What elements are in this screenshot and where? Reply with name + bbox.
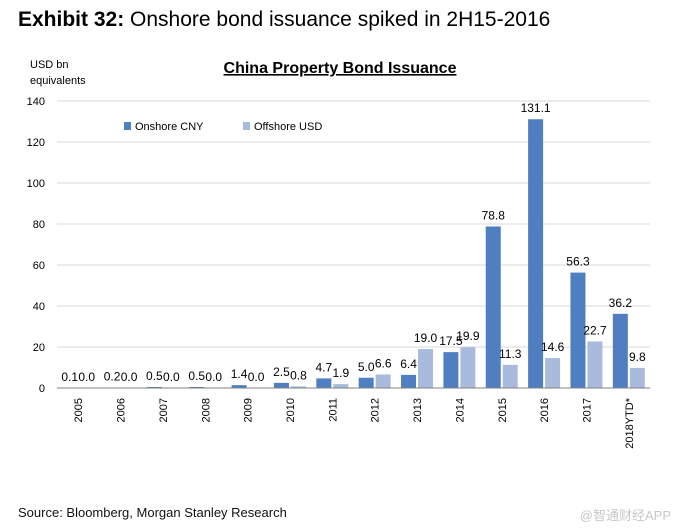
label-onshore-2015: 78.8 bbox=[482, 208, 506, 222]
x-tick-label: 2009 bbox=[243, 398, 255, 422]
bar-offshore-2014 bbox=[460, 347, 476, 388]
y-tick-label: 0 bbox=[39, 383, 45, 395]
label-offshore-2005: 0.0 bbox=[78, 370, 95, 384]
x-tick-label: 2014 bbox=[454, 398, 466, 422]
x-axis-ticks: 2005 2006 2007 2008 2009 2010 2011 2012 2013 2014… bbox=[73, 397, 636, 448]
x-tick-label: 2011 bbox=[327, 398, 339, 422]
x-tick-label: 2008 bbox=[200, 398, 212, 422]
bar-offshore-2011 bbox=[333, 384, 349, 388]
y-tick-label: 140 bbox=[27, 96, 45, 108]
x-tick-label: 2013 bbox=[412, 398, 424, 422]
label-onshore-2016: 131.1 bbox=[521, 101, 551, 115]
watermark: @智通财经APP bbox=[579, 508, 671, 523]
bar-chart: China Property Bond Issuance USD bn equi… bbox=[27, 59, 650, 449]
y-tick-label: 100 bbox=[27, 178, 45, 190]
label-onshore-2017: 56.3 bbox=[566, 255, 590, 269]
gridlines bbox=[57, 100, 650, 348]
y-axis-label-line1: USD bn bbox=[30, 59, 69, 71]
y-tick-label: 120 bbox=[27, 137, 45, 149]
x-tick-label: 2018YTD* bbox=[624, 397, 636, 448]
label-onshore-2010: 2.5 bbox=[273, 365, 290, 379]
source-note: Source: Bloomberg, Morgan Stanley Resear… bbox=[18, 505, 287, 520]
x-tick-label: 2016 bbox=[539, 398, 551, 422]
label-offshore-2006: 0.0 bbox=[121, 370, 138, 384]
bar-offshore-2013 bbox=[418, 349, 434, 388]
label-offshore-2015: 11.3 bbox=[499, 347, 522, 361]
label-offshore-2014: 19.9 bbox=[456, 329, 480, 343]
legend-label: Offshore USD bbox=[254, 121, 322, 133]
x-tick-label: 2010 bbox=[285, 398, 297, 422]
bar-onshore-2007 bbox=[146, 386, 162, 388]
label-onshore-2007: 0.5 bbox=[146, 369, 163, 383]
x-tick-label: 2006 bbox=[116, 398, 128, 422]
label-onshore-2014: 17.5 bbox=[439, 334, 463, 348]
bar-onshore-2008 bbox=[189, 386, 205, 388]
label-onshore-2011: 4.7 bbox=[315, 360, 332, 374]
bar-onshore-2013 bbox=[401, 374, 417, 388]
label-onshore-2006: 0.2 bbox=[104, 370, 121, 384]
label-onshore-2008: 0.5 bbox=[188, 369, 205, 383]
bar-onshore-2018YTD bbox=[612, 313, 628, 388]
label-offshore-2010: 0.8 bbox=[290, 368, 307, 382]
label-offshore-2017: 22.7 bbox=[583, 323, 607, 337]
label-onshore-2018YTD: 36.2 bbox=[609, 296, 633, 310]
x-tick-label: 2015 bbox=[497, 398, 509, 422]
label-offshore-2013: 19.0 bbox=[414, 331, 438, 345]
chart-title: China Property Bond Issuance bbox=[224, 60, 457, 77]
data-labels: 0.1 0.0 0.2 0.0 0.5 0.0 0.5 0.0 1.4 0.0 2.5 0.84.7 1… bbox=[61, 101, 646, 384]
y-tick-label: 40 bbox=[33, 301, 45, 313]
bar-onshore-2011 bbox=[316, 378, 332, 388]
label-onshore-2013: 6.4 bbox=[400, 357, 417, 371]
bar-offshore-2012 bbox=[375, 374, 391, 388]
label-offshore-2011: 1.9 bbox=[332, 366, 349, 380]
legend-swatch bbox=[124, 122, 131, 130]
bar-offshore-2015 bbox=[502, 364, 518, 388]
label-offshore-2012: 6.6 bbox=[375, 356, 392, 370]
legend-swatch bbox=[243, 122, 250, 130]
exhibit-headline: Onshore bond issuance spiked in 2H15-201… bbox=[130, 8, 551, 31]
label-offshore-2009: 0.0 bbox=[248, 370, 265, 384]
label-onshore-2012: 5.0 bbox=[358, 360, 375, 374]
bar-offshore-2016 bbox=[545, 358, 561, 388]
x-tick-label: 2017 bbox=[581, 398, 593, 422]
bar-onshore-2009 bbox=[231, 385, 247, 388]
bar-offshore-2017 bbox=[587, 341, 603, 388]
label-offshore-2016: 14.6 bbox=[541, 340, 565, 354]
bar-onshore-2015 bbox=[485, 226, 501, 388]
y-axis-ticks: 0 20 40 60 80 100 120 140 bbox=[27, 96, 45, 395]
bar-onshore-2016 bbox=[528, 119, 544, 389]
label-offshore-2007: 0.0 bbox=[163, 370, 180, 384]
x-tick-label: 2005 bbox=[73, 398, 85, 422]
bar-onshore-2012 bbox=[358, 377, 374, 388]
exhibit-title: Exhibit 32: Onshore bond issuance spiked… bbox=[18, 8, 550, 32]
x-tick-label: 2007 bbox=[158, 398, 170, 422]
y-tick-label: 20 bbox=[33, 342, 45, 354]
bar-onshore-2010 bbox=[273, 382, 289, 388]
bar-onshore-2017 bbox=[570, 272, 586, 388]
legend: Onshore CNY Offshore USD bbox=[124, 121, 322, 133]
y-tick-label: 60 bbox=[33, 260, 45, 272]
x-tick-label: 2012 bbox=[370, 398, 382, 422]
bar-onshore-2014 bbox=[443, 352, 459, 388]
bar-offshore-2010 bbox=[290, 386, 306, 388]
y-axis-label-line2: equivalents bbox=[30, 75, 86, 87]
bars bbox=[62, 119, 645, 389]
exhibit-label: Exhibit 32: bbox=[18, 8, 125, 31]
label-onshore-2009: 1.4 bbox=[231, 367, 248, 381]
bar-offshore-2018YTD bbox=[629, 367, 645, 388]
y-tick-label: 80 bbox=[33, 219, 45, 231]
legend-label: Onshore CNY bbox=[135, 121, 204, 133]
label-onshore-2005: 0.1 bbox=[61, 370, 78, 384]
label-offshore-2018YTD: 9.8 bbox=[629, 350, 646, 364]
label-offshore-2008: 0.0 bbox=[205, 370, 222, 384]
